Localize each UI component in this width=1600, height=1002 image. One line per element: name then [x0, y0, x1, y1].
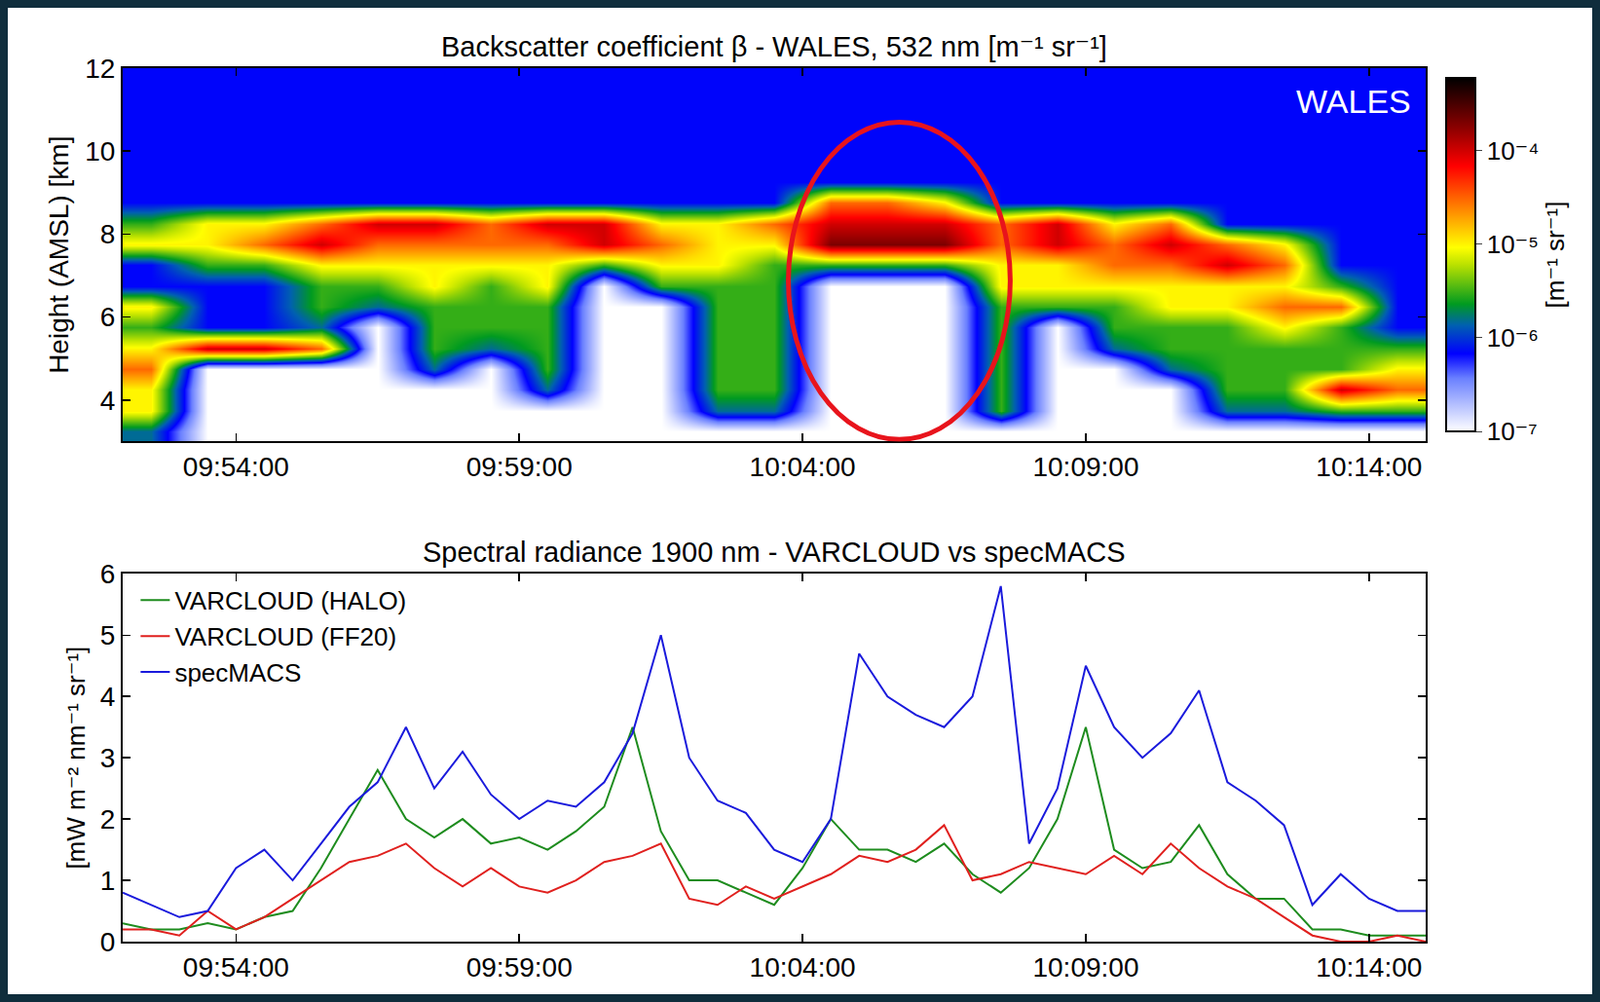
svg-text:10⁻⁵: 10⁻⁵ [1487, 229, 1539, 260]
svg-text:8: 8 [100, 219, 116, 250]
svg-text:0: 0 [100, 927, 116, 958]
svg-text:10:09:00: 10:09:00 [1032, 952, 1139, 983]
svg-text:10:09:00: 10:09:00 [1032, 451, 1139, 483]
svg-text:10:14:00: 10:14:00 [1315, 952, 1422, 983]
svg-text:10⁻⁶: 10⁻⁶ [1487, 323, 1539, 353]
svg-text:Spectral radiance 1900 nm - VA: Spectral radiance 1900 nm - VARCLOUD vs … [422, 536, 1126, 568]
svg-text:[m⁻¹ sr⁻¹]: [m⁻¹ sr⁻¹] [1540, 201, 1570, 309]
svg-text:10:14:00: 10:14:00 [1315, 451, 1422, 483]
svg-text:09:59:00: 09:59:00 [466, 952, 573, 983]
svg-text:VARCLOUD (FF20): VARCLOUD (FF20) [174, 622, 397, 652]
svg-text:5: 5 [100, 620, 116, 651]
svg-text:Height (AMSL) [km]: Height (AMSL) [km] [43, 136, 75, 374]
svg-text:WALES: WALES [1296, 82, 1412, 120]
svg-text:Backscatter coefficient β - WA: Backscatter coefficient β - WALES, 532 n… [441, 31, 1108, 63]
svg-text:2: 2 [100, 804, 116, 835]
svg-text:6: 6 [100, 301, 116, 333]
svg-text:VARCLOUD (HALO): VARCLOUD (HALO) [174, 586, 407, 616]
svg-text:4: 4 [100, 385, 116, 416]
svg-text:10:04:00: 10:04:00 [749, 451, 856, 483]
svg-text:6: 6 [100, 558, 116, 590]
svg-text:09:54:00: 09:54:00 [183, 952, 290, 983]
svg-text:10⁻⁷: 10⁻⁷ [1487, 416, 1538, 447]
svg-text:10:04:00: 10:04:00 [749, 952, 856, 983]
svg-text:[mW m⁻² nm⁻¹ sr⁻¹]: [mW m⁻² nm⁻¹ sr⁻¹] [61, 646, 91, 870]
svg-text:4: 4 [100, 681, 116, 712]
svg-text:specMACS: specMACS [174, 658, 301, 688]
svg-text:3: 3 [100, 743, 116, 774]
svg-text:09:59:00: 09:59:00 [466, 451, 573, 483]
svg-text:10: 10 [84, 136, 115, 167]
svg-text:10⁻⁴: 10⁻⁴ [1487, 136, 1540, 166]
svg-text:1: 1 [100, 865, 116, 896]
svg-text:12: 12 [84, 53, 115, 84]
svg-text:09:54:00: 09:54:00 [183, 451, 290, 483]
